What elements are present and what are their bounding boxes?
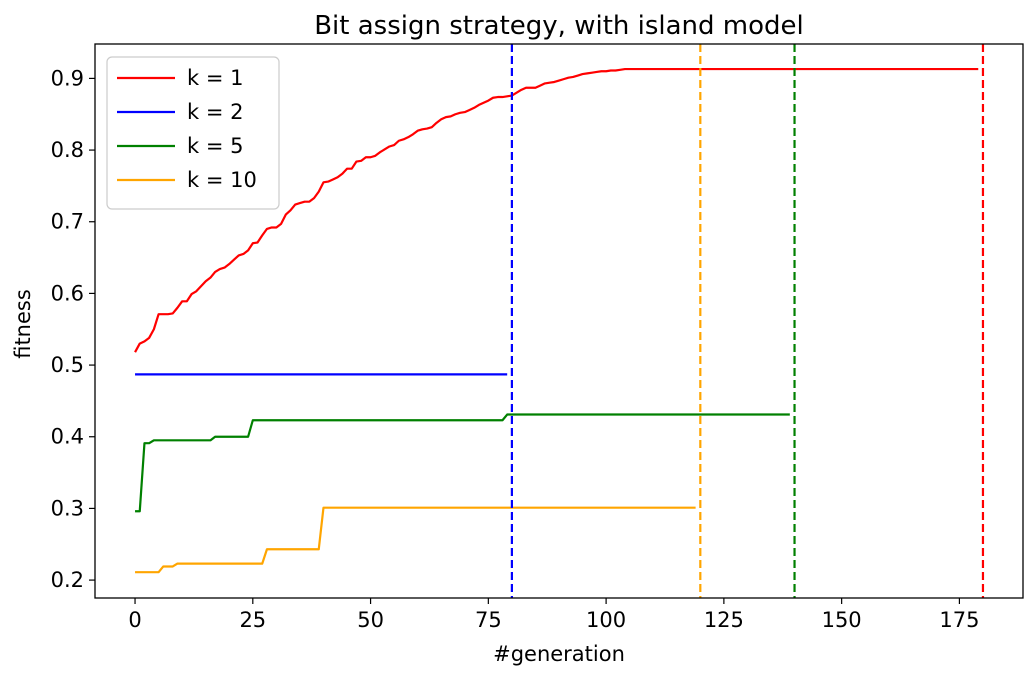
plot-frame	[94, 43, 1024, 599]
x-tick-label: 75	[475, 608, 502, 632]
y-tick-label: 0.3	[51, 496, 84, 520]
y-axis: 0.2 0.3 0.4 0.5 0.6 0.7 0.8 0.9	[51, 66, 95, 592]
x-tick-label: 50	[357, 608, 384, 632]
y-tick-label: 0.2	[51, 568, 84, 592]
x-axis: 0 25 50 75 100 125 150 175	[128, 598, 979, 632]
legend-label: k = 5	[187, 134, 243, 158]
y-tick-label: 0.9	[51, 66, 84, 90]
x-tick-label: 0	[128, 608, 141, 632]
x-tick-label: 100	[586, 608, 626, 632]
legend-label: k = 1	[187, 66, 243, 90]
series-line-4	[135, 506, 696, 574]
x-tick-label: 150	[822, 608, 862, 632]
legend: k = 1 k = 2 k = 5 k = 10	[106, 56, 280, 210]
legend-label: k = 2	[187, 100, 243, 124]
y-tick-label: 0.8	[51, 138, 84, 162]
x-tick-label: 175	[939, 608, 979, 632]
y-tick-label: 0.6	[51, 281, 84, 305]
y-axis-label: fitness	[11, 289, 35, 359]
series-line-1	[134, 67, 979, 353]
y-tick-label: 0.5	[51, 353, 84, 377]
x-tick-label: 25	[239, 608, 266, 632]
y-tick-label: 0.7	[51, 210, 84, 234]
legend-label: k = 10	[187, 168, 257, 192]
legend-box	[106, 56, 280, 210]
y-tick-label: 0.4	[51, 425, 84, 449]
x-axis-label: #generation	[493, 642, 625, 666]
x-tick-label: 125	[704, 608, 744, 632]
series-line-3	[135, 413, 790, 513]
chart-title: Bit assign strategy, with island model	[314, 11, 804, 41]
